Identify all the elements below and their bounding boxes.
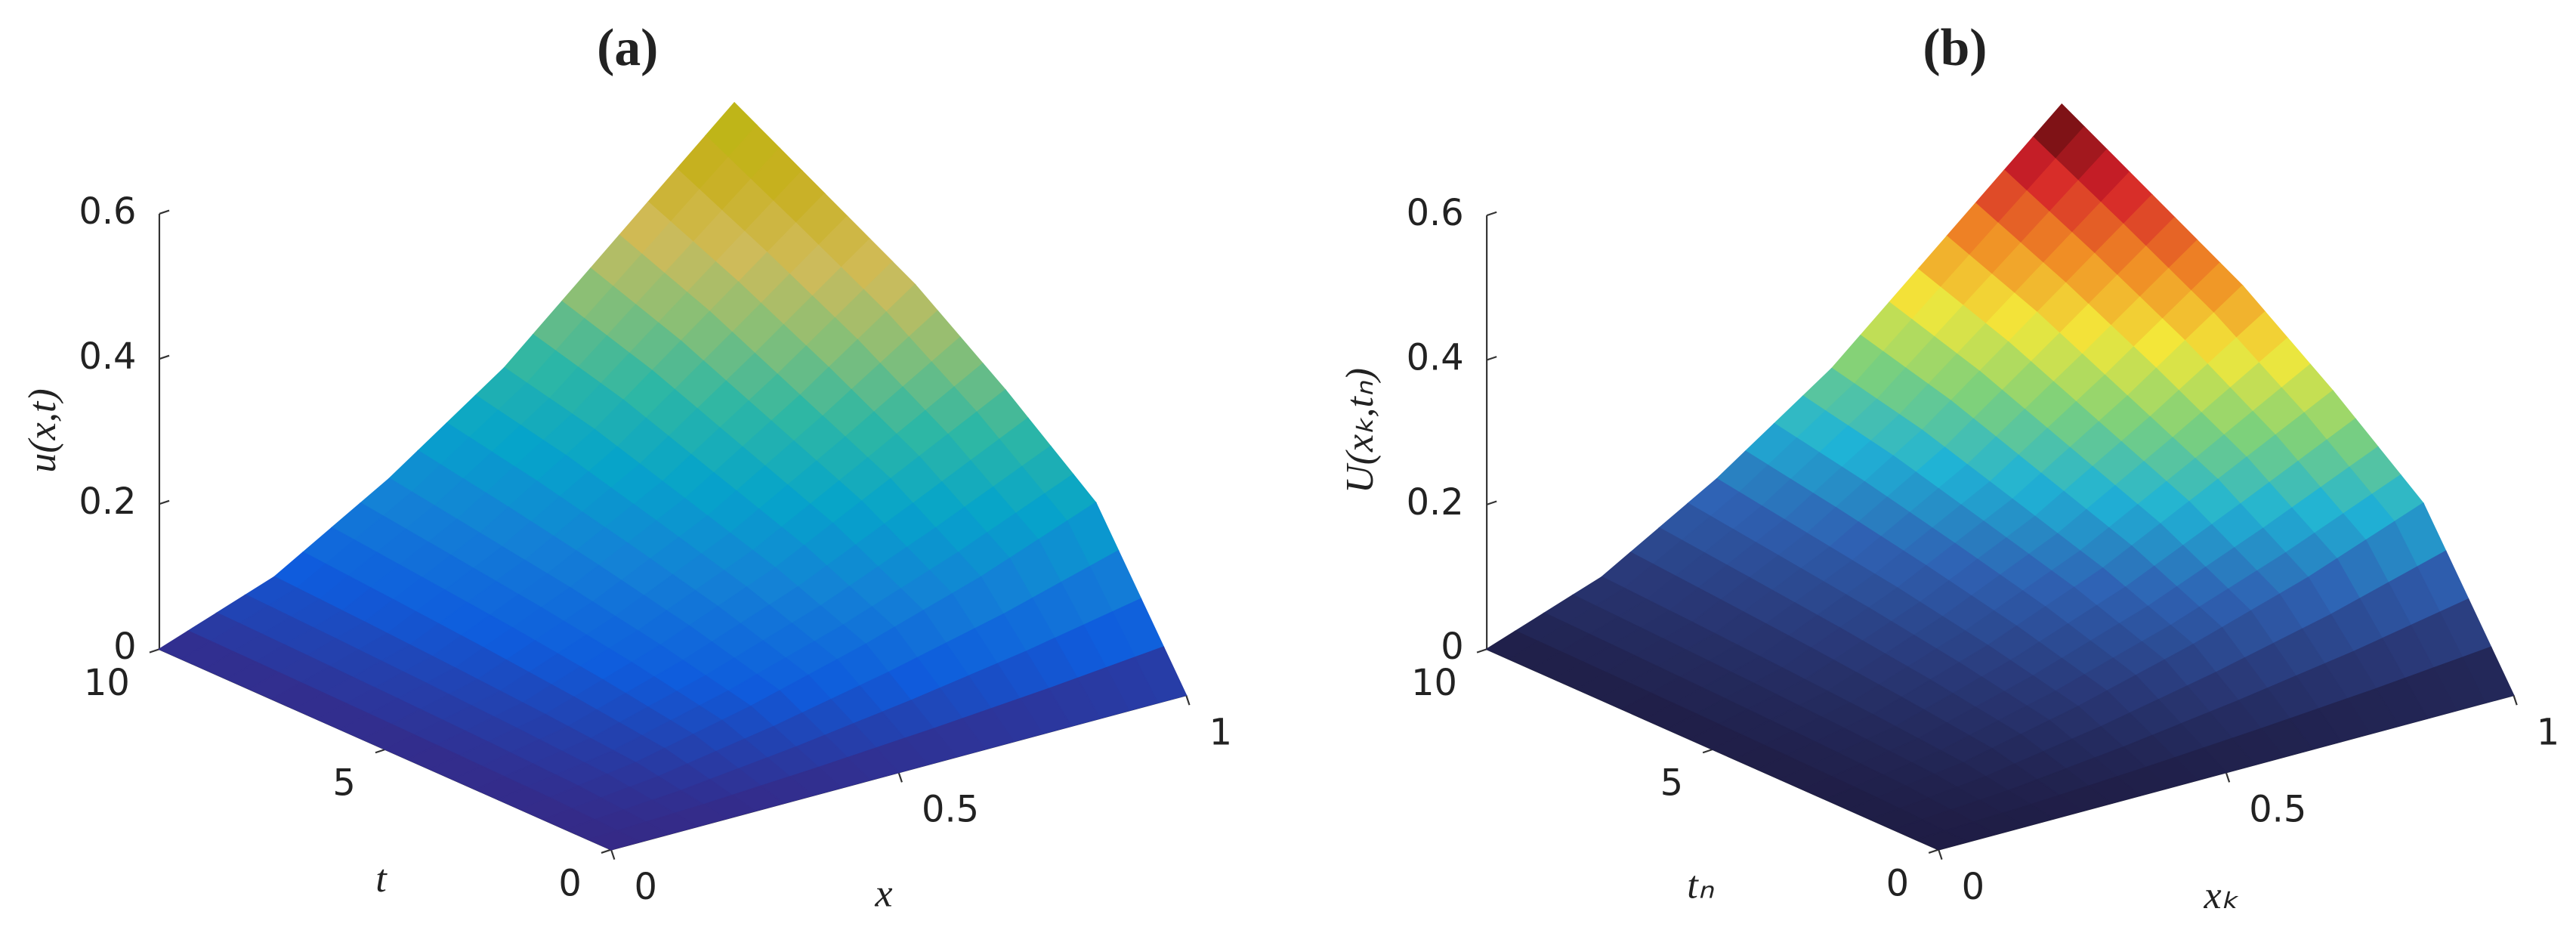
z-tick-label: 0.2 — [79, 481, 136, 523]
z-tick-label: 0.4 — [79, 336, 136, 378]
surface-patch — [1913, 830, 1969, 851]
y-axis-label: t — [375, 857, 388, 901]
z-tick-label: 0.4 — [1407, 337, 1464, 379]
y-tick — [1702, 748, 1713, 754]
y-tick — [149, 648, 160, 654]
y-tick-label: 5 — [332, 763, 355, 805]
y-tick-label: 0 — [1886, 863, 1909, 904]
z-tick-label: 0.2 — [1407, 482, 1464, 524]
x-tick — [1185, 694, 1191, 706]
x-tick — [610, 849, 616, 860]
z-tick — [1486, 500, 1497, 505]
z-tick — [159, 354, 170, 360]
z-tick — [159, 499, 170, 505]
z-tick — [1486, 356, 1497, 361]
x-tick-label: 0 — [634, 867, 656, 908]
y-tick — [601, 848, 612, 854]
x-tick — [1938, 849, 1943, 860]
x-tick-label: 0.5 — [922, 789, 979, 831]
y-tick-label: 10 — [1411, 663, 1457, 704]
chart-title: (b) — [1923, 19, 1987, 77]
x-axis-label: x — [874, 872, 892, 916]
z-tick-label: 0.6 — [79, 191, 136, 233]
z-tick-label: 0 — [1441, 626, 1463, 668]
y-tick-label: 5 — [1660, 763, 1683, 805]
x-tick — [897, 772, 903, 783]
y-tick-label: 0 — [558, 863, 581, 904]
y-tick — [1928, 848, 1939, 854]
x-tick-label: 0.5 — [2249, 789, 2306, 831]
z-axis-label: u(x,t) — [20, 388, 64, 473]
x-axis-label: xₖ — [2204, 873, 2239, 917]
y-axis-label: tₙ — [1687, 864, 1714, 907]
z-axis-label: U(xₖ,tₙ) — [1338, 368, 1382, 493]
z-tick — [1486, 211, 1497, 217]
z-tick — [159, 209, 170, 215]
x-tick-label: 1 — [1209, 712, 1232, 753]
chart-title: (a) — [597, 19, 658, 77]
z-tick-label: 0.6 — [1407, 193, 1464, 234]
x-tick — [2225, 772, 2231, 783]
x-tick — [2513, 694, 2518, 706]
z-tick-label: 0 — [113, 626, 136, 668]
y-tick-label: 10 — [84, 663, 130, 704]
y-tick — [1476, 648, 1487, 654]
x-tick-label: 0 — [1962, 867, 1985, 908]
surface-patch — [586, 830, 642, 851]
y-tick — [375, 748, 386, 754]
x-tick-label: 1 — [2537, 712, 2559, 753]
